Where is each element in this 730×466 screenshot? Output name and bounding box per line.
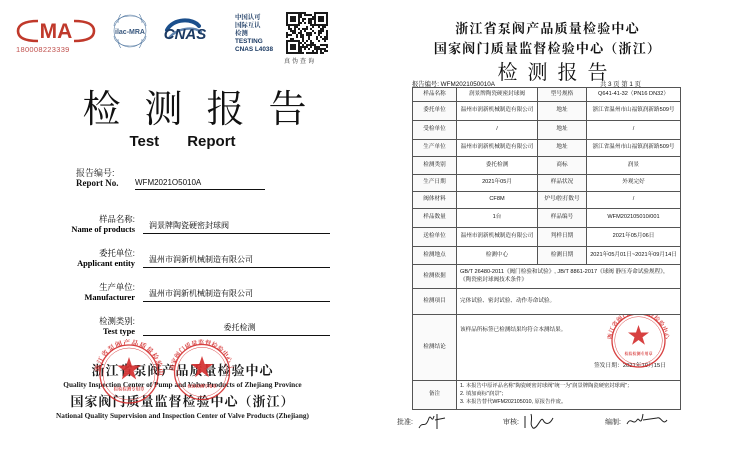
svg-text:检验检测专用章: 检验检测专用章 xyxy=(625,350,653,356)
svg-text:MA: MA xyxy=(40,20,73,43)
svg-text:检验检测专用章: 检验检测专用章 xyxy=(187,383,217,390)
svg-text:检验检测专用章: 检验检测专用章 xyxy=(114,386,145,393)
svg-text:CNAS: CNAS xyxy=(164,26,207,43)
svg-text:ilac-MRA: ilac-MRA xyxy=(115,29,145,36)
